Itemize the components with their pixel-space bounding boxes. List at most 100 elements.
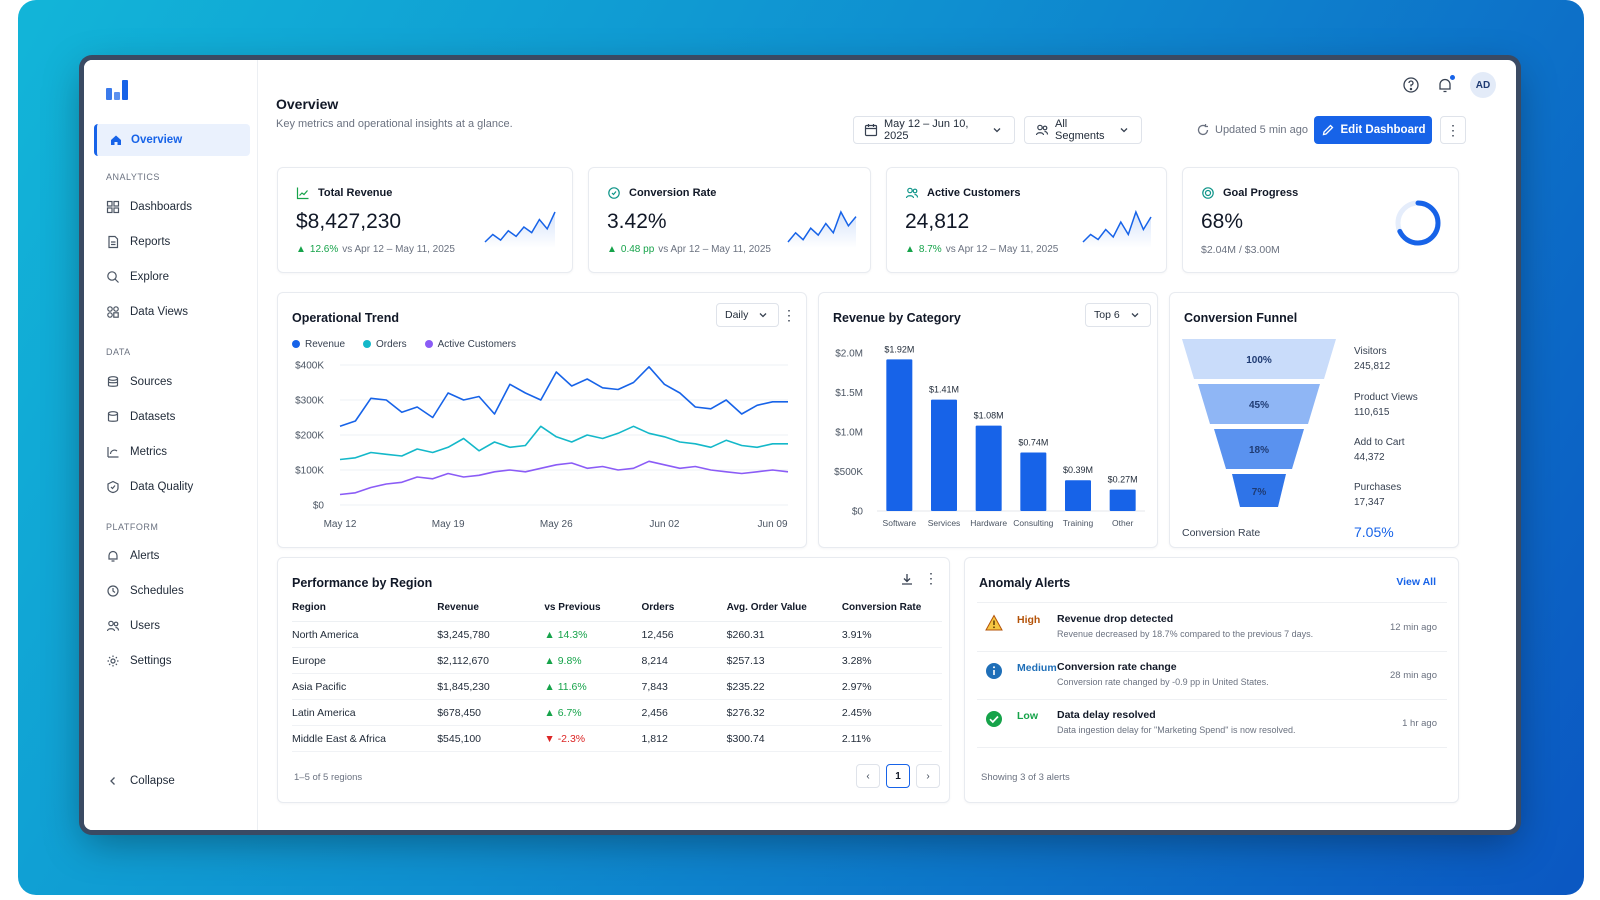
sidebar-item-label: Dashboards [130,201,193,213]
bar-value-label: $1.92M [884,344,914,354]
download-icon[interactable] [900,572,914,586]
column-header[interactable]: Region [292,602,438,622]
sidebar-item-sources[interactable]: Sources [106,372,172,392]
sidebar-item-dashboards[interactable]: Dashboards [106,197,192,217]
operational-trend-chart: $0 $100K $200K $300K $400K May 12 May 19 May 26… [295,361,789,530]
x-tick-label: Jun 02 [649,519,679,530]
sidebar-item-overview[interactable]: Overview [94,124,250,156]
legend-item: Orders [363,339,407,350]
next-page-button[interactable]: › [916,764,940,788]
table-row[interactable]: Middle East & Africa $545,100 ▼ -2.3% 1,812… [292,725,942,752]
column-header[interactable]: Conversion Rate [841,602,942,622]
nav-section-analytics: ANALYTICS [106,172,160,182]
conversion-rate-label: Conversion Rate [1182,527,1261,539]
avatar[interactable]: AD [1470,72,1496,98]
sidebar-item-reports[interactable]: Reports [106,232,170,252]
table-cell: 2.11% [841,725,942,752]
sidebar-item-explore[interactable]: Explore [106,267,169,287]
kpi-compare: vs Apr 12 – May 11, 2025 [945,244,1059,255]
bar-services [931,399,957,511]
x-tick-label: Consulting [1013,518,1053,528]
prev-page-button[interactable]: ‹ [856,764,880,788]
alert-row[interactable]: Low Data delay resolved Data ingestion d… [977,700,1447,748]
chevron-down-icon [1117,123,1131,137]
sparkline-line [787,210,857,243]
alert-row[interactable]: Medium Conversion rate change Conversion… [977,652,1447,700]
funnel-graphic: 100% 45% 18% 7% [1182,339,1336,507]
table-row[interactable]: Latin America $678,450 ▲ 6.7% 2,456 $276.32 2… [292,699,942,726]
funnel-label: Purchases 17,347 [1354,480,1401,510]
legend-label: Revenue [305,339,346,350]
funnel-stage-2 [1198,384,1320,424]
legend-label: Active Customers [437,339,516,350]
delta-down-icon: ▼ [544,733,558,745]
segments-dropdown[interactable]: All Segments [1024,116,1142,144]
delta-up-icon: ▲ [905,244,915,255]
alert-time: 1 hr ago [1402,718,1437,729]
period-dropdown[interactable]: Daily [716,303,780,327]
kpi-value: 24,812 [905,210,970,233]
edit-dashboard-button[interactable]: Edit Dashboard [1314,116,1432,144]
main-content: AD Overview Key metrics and operational … [258,60,1516,830]
kpi-title: Conversion Rate [607,186,716,200]
kpi-title-text: Active Customers [927,187,1021,199]
column-header[interactable]: Avg. Order Value [726,602,842,622]
delta-up-icon: ▲ [544,629,558,641]
bar-training [1065,480,1091,511]
more-options-icon[interactable]: ⋮ [924,570,938,586]
sidebar-item-datasets[interactable]: Datasets [106,407,175,427]
bar-consulting [1020,452,1047,511]
sidebar-item-alerts[interactable]: Alerts [106,546,159,566]
page-1-button[interactable]: 1 [886,764,910,788]
sidebar-item-metrics[interactable]: Metrics [106,442,167,462]
performance-by-region-card: Performance by Region ⋮ Region Revenue v… [277,557,950,803]
funnel-stage-label: Purchases [1354,482,1402,493]
operational-trend-card: Operational Trend Daily ⋮ Revenue Orders… [277,292,807,548]
sidebar-item-settings[interactable]: Settings [106,651,172,671]
column-header[interactable]: Revenue [437,602,545,622]
y-tick-label: $100K [295,466,324,477]
sidebar-item-label: Metrics [130,446,168,458]
table-cell: 7,843 [641,673,727,700]
region-table: Region Revenue vs Previous Orders Avg. O… [292,602,942,752]
sidebar-item-schedules[interactable]: Schedules [106,581,184,601]
filter-label: Top 6 [1094,309,1120,321]
delta-value: 6.7% [557,707,582,719]
table-row[interactable]: North America $3,245,780 ▲ 14.3% 12,456 $260… [292,621,942,648]
y-tick-label: $1.0M [835,428,863,439]
sidebar-item-data-quality[interactable]: Data Quality [106,477,193,497]
card-title: Conversion Funnel [1184,311,1298,325]
table-cell: ▼ -2.3% [544,725,642,752]
column-header[interactable]: Orders [641,602,727,622]
app-logo[interactable] [106,78,130,100]
series-line-active-customers [339,460,789,496]
help-icon[interactable] [1402,76,1420,94]
column-header[interactable]: vs Previous [544,602,642,622]
layers-icon [106,410,120,424]
view-all-link[interactable]: View All [1396,576,1436,588]
notifications-bell-icon[interactable] [1436,74,1456,94]
top-n-dropdown[interactable]: Top 6 [1085,303,1151,327]
alerts-footer: Showing 3 of 3 alerts [981,772,1070,783]
date-range-picker[interactable]: May 12 – Jun 10, 2025 [853,116,1015,144]
sidebar-item-data-views[interactable]: Data Views [106,302,188,322]
sidebar-item-label: Reports [130,236,171,248]
collapse-button[interactable]: Collapse [106,771,175,791]
funnel-stage-value: 245,812 [1354,361,1391,372]
table-row[interactable]: Asia Pacific $1,845,230 ▲ 11.6% 7,843 $235.2… [292,673,942,700]
x-tick-label: Training [1063,518,1094,528]
sidebar-item-users[interactable]: Users [106,616,160,636]
card-title: Operational Trend [292,311,399,325]
goal-icon [1201,186,1215,200]
gear-icon [106,654,120,668]
more-options-icon[interactable]: ⋮ [782,307,796,323]
collapse-label: Collapse [130,775,175,787]
alert-row[interactable]: High Revenue drop detected Revenue decre… [977,604,1447,652]
refresh-icon[interactable] [1196,123,1210,137]
chevron-down-icon [756,308,770,322]
table-cell: ▲ 14.3% [544,621,642,648]
more-options-icon[interactable]: ⋮ [1440,116,1466,144]
table-row[interactable]: Europe $2,112,670 ▲ 9.8% 8,214 $257.13 3.28% [292,647,942,674]
pencil-icon [1321,123,1335,137]
table-cell: Latin America [292,699,438,726]
